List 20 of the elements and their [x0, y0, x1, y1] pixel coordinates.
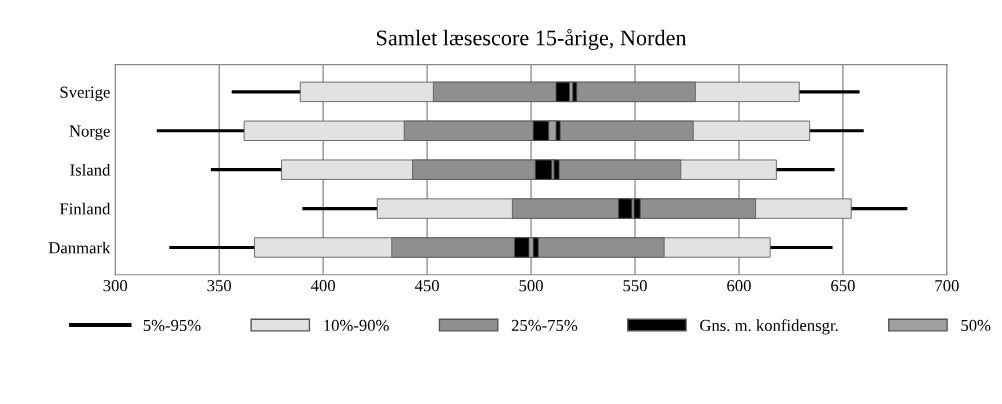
y-tick-label: Island: [70, 163, 111, 176]
x-tick-label: 700: [935, 280, 959, 292]
x-tick-label: 400: [310, 280, 336, 292]
legend-label: 10%-90%: [324, 319, 389, 332]
x-tick-label: 500: [519, 280, 543, 292]
x-tick-label: 550: [623, 280, 647, 292]
legend-label: 5%-95%: [143, 319, 201, 332]
y-tick-label: Finland: [59, 202, 111, 215]
y-tick-label: Danmark: [48, 241, 111, 254]
x-tick-label: 350: [207, 280, 232, 292]
x-tick-label: 450: [414, 280, 439, 292]
chart-title: Samlet læsescore 15-årige, Norden: [377, 29, 687, 50]
x-tick-label: 300: [103, 280, 128, 292]
legend-label: 50%: [961, 319, 991, 332]
legend-label: 25%-75%: [511, 319, 578, 332]
legend-label: Gns. m. konfidensgr.: [700, 319, 838, 335]
x-tick-label: 650: [831, 280, 855, 292]
y-tick-label: Norge: [69, 125, 110, 141]
y-tick-label: Sverige: [60, 86, 110, 102]
x-tick-label: 600: [727, 280, 751, 292]
